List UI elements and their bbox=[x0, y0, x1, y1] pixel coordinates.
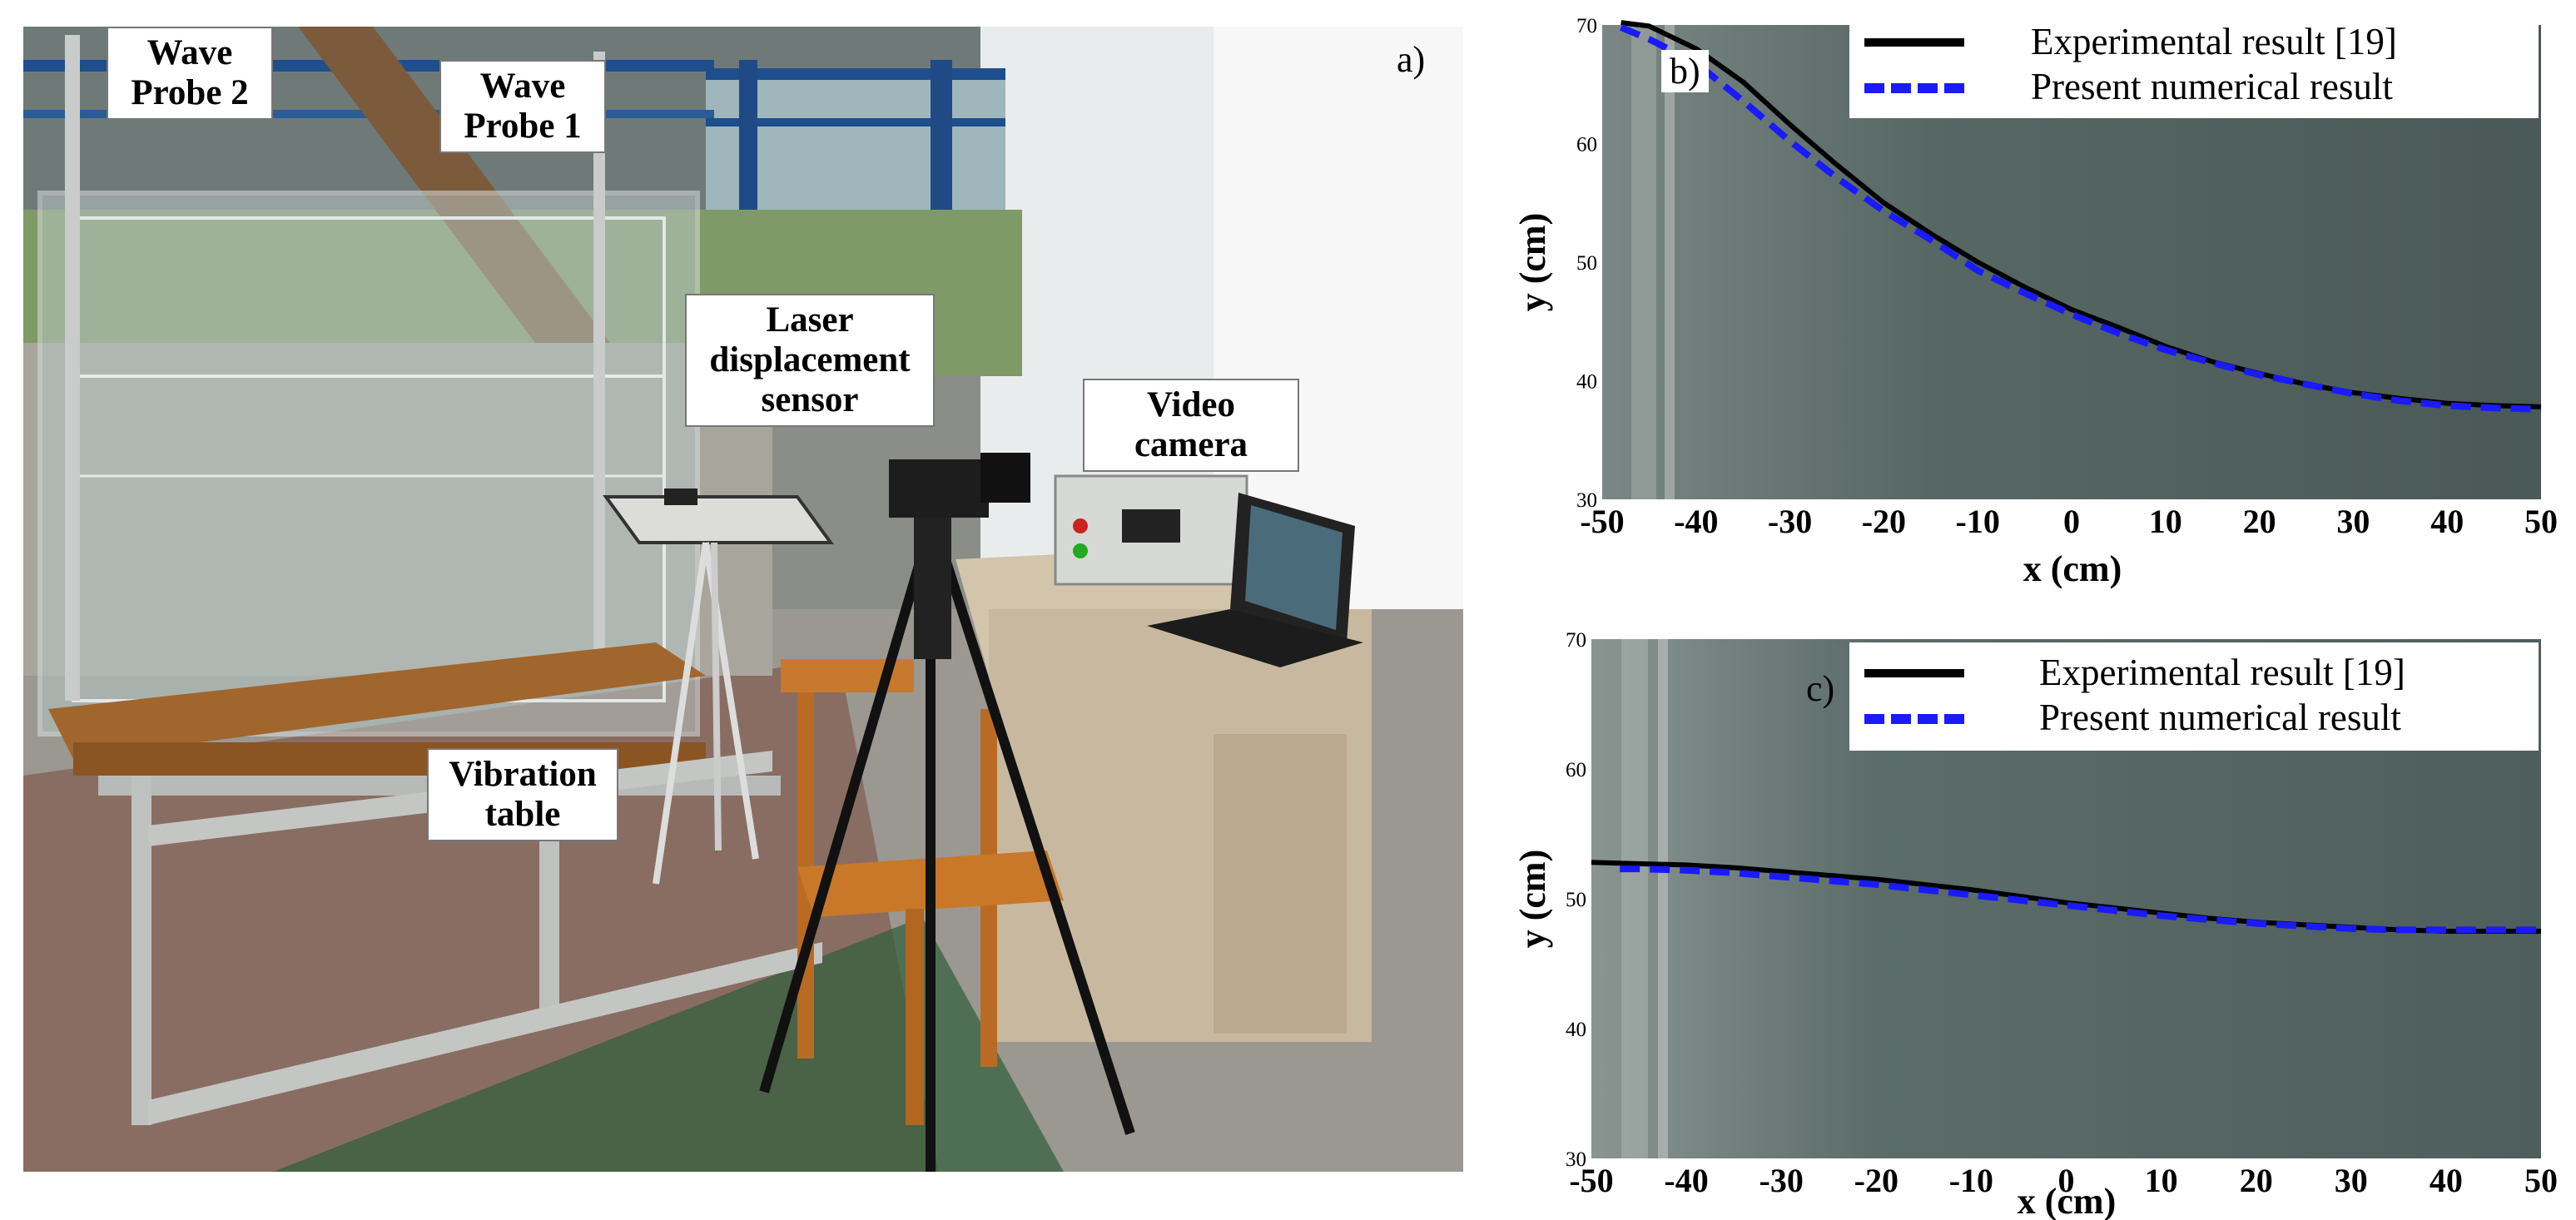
x-tick-label: -40 bbox=[1674, 503, 1718, 540]
legend-label: Present numerical result bbox=[2031, 66, 2393, 107]
label-wave-probe-2: Wave Probe 2 bbox=[107, 27, 273, 120]
photo-illustration bbox=[23, 27, 1463, 1172]
x-tick-label: -40 bbox=[1664, 1162, 1708, 1199]
label-line: camera bbox=[1134, 425, 1248, 464]
x-axis-title-b: x (cm) bbox=[2023, 548, 2122, 589]
y-tick-labels-b: 30 40 50 60 70 bbox=[1576, 15, 1597, 512]
label-line: Vibration bbox=[449, 755, 597, 794]
legend-b: Experimental result [19] Present numeric… bbox=[1661, 10, 2539, 118]
x-tick-label: -50 bbox=[1569, 1162, 1613, 1199]
series-line-numerical bbox=[1620, 865, 2541, 934]
y-tick-label: 40 bbox=[1576, 371, 1597, 394]
legend-swatch-solid bbox=[1864, 38, 1964, 47]
label-line: Probe 1 bbox=[464, 107, 582, 146]
legend-item-experimental: Experimental result [19] bbox=[1849, 18, 2539, 65]
x-tick-label: 40 bbox=[2430, 1162, 2463, 1199]
x-tick-label: 30 bbox=[2335, 1162, 2368, 1199]
legend-label: Present numerical result bbox=[2039, 697, 2401, 738]
label-line: sensor bbox=[761, 380, 859, 419]
panel-b-letter: b) bbox=[1661, 50, 1709, 92]
x-tick-label: 10 bbox=[2145, 1162, 2178, 1199]
series-group-b bbox=[1620, 20, 2542, 413]
x-tick-label: -10 bbox=[1949, 1162, 1993, 1199]
y-axis-title-c: y (cm) bbox=[1512, 850, 1553, 949]
legend-item-numerical: Present numerical result bbox=[1849, 63, 2539, 110]
x-tick-label: -20 bbox=[1862, 503, 1906, 540]
label-line: displacement bbox=[709, 340, 911, 379]
label-line: Video bbox=[1147, 385, 1235, 424]
label-line: Wave bbox=[146, 33, 233, 72]
x-tick-label: 10 bbox=[2149, 503, 2182, 540]
y-tick-labels-c: 30 40 50 60 70 bbox=[1566, 629, 1586, 1171]
x-tick-label: -50 bbox=[1580, 503, 1624, 540]
y-tick-label: 70 bbox=[1576, 15, 1597, 37]
legend-swatch-solid bbox=[1864, 669, 1964, 677]
x-tick-label: 0 bbox=[2058, 1162, 2075, 1199]
y-tick-label: 30 bbox=[1566, 1148, 1586, 1171]
y-tick-label: 70 bbox=[1566, 629, 1586, 652]
y-tick-label: 50 bbox=[1566, 889, 1586, 911]
label-line: Wave bbox=[479, 67, 566, 106]
panel-c-letter: c) bbox=[1806, 668, 1835, 709]
label-line: Laser bbox=[766, 300, 854, 340]
x-tick-label: 0 bbox=[2063, 503, 2080, 540]
series-group-c bbox=[1591, 860, 2541, 934]
y-tick-label: 60 bbox=[1566, 759, 1586, 781]
y-tick-label: 40 bbox=[1566, 1019, 1586, 1041]
series-line-experimental bbox=[1621, 20, 2542, 409]
y-tick-label: 30 bbox=[1576, 489, 1597, 512]
x-tick-label: 20 bbox=[2243, 503, 2276, 540]
y-tick-label: 50 bbox=[1576, 252, 1597, 275]
label-line: Probe 2 bbox=[131, 73, 249, 112]
x-tick-label: 50 bbox=[2524, 1162, 2558, 1199]
chart-b: -50 -40 -30 -20 -10 0 10 20 30 40 50 30 40 50 60 70 x … bbox=[1512, 15, 2558, 589]
x-tick-label: -30 bbox=[1768, 503, 1812, 540]
x-tick-labels-b: -50 -40 -30 -20 -10 0 10 20 30 40 50 bbox=[1580, 503, 2558, 540]
x-tick-labels-c: -50 -40 -30 -20 -10 0 10 20 30 40 50 bbox=[1569, 1162, 2558, 1199]
x-tick-label: -30 bbox=[1760, 1162, 1804, 1199]
x-tick-label: -10 bbox=[1956, 503, 2000, 540]
legend-swatch-dashed bbox=[1864, 83, 1964, 93]
label-laser-displacement-sensor: Laser displacement sensor bbox=[685, 294, 935, 427]
x-axis-title-c: x (cm) bbox=[2018, 1181, 2117, 1220]
legend-swatch-dashed bbox=[1864, 714, 1964, 724]
x-tick-label: 20 bbox=[2240, 1162, 2273, 1199]
legend-c: Experimental result [19] Present numeric… bbox=[1806, 642, 2539, 751]
x-tick-label: 40 bbox=[2430, 503, 2464, 540]
label-wave-probe-1: Wave Probe 1 bbox=[439, 60, 606, 153]
legend-item-experimental: Experimental result [19] bbox=[1849, 649, 2539, 696]
label-vibration-table: Vibration table bbox=[427, 748, 618, 841]
series-line-numerical bbox=[1620, 24, 2542, 413]
y-tick-label: 60 bbox=[1576, 134, 1597, 156]
x-tick-label: 30 bbox=[2336, 503, 2370, 540]
label-video-camera: Video camera bbox=[1083, 379, 1299, 472]
legend-label: Experimental result [19] bbox=[2031, 21, 2397, 62]
legend-label: Experimental result [19] bbox=[2039, 652, 2405, 693]
legend-item-numerical: Present numerical result bbox=[1849, 694, 2539, 741]
experimental-setup-photo: Wave Probe 2 Wave Probe 1 Laser displace… bbox=[23, 27, 1463, 1172]
x-tick-label: 50 bbox=[2524, 503, 2558, 540]
panel-a-letter: a) bbox=[1397, 39, 1426, 80]
y-axis-title-b: y (cm) bbox=[1512, 213, 1553, 312]
x-tick-label: -20 bbox=[1854, 1162, 1898, 1199]
label-line: table bbox=[484, 795, 561, 834]
